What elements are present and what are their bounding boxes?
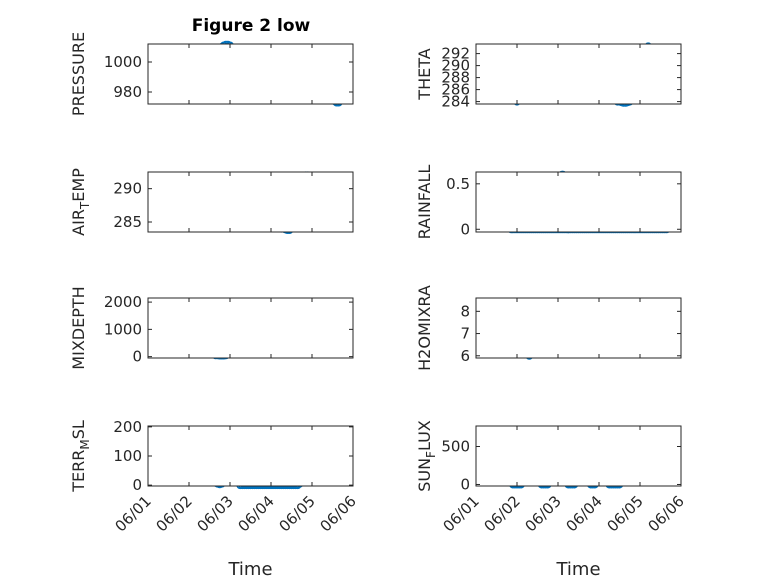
y-tick-label: 0.5 [446,175,470,193]
y-axis-label: SUNFLUX [415,420,438,492]
y-tick-label: 500 [441,438,470,456]
y-tick-label: 6 [460,347,470,365]
y-tick-label: 980 [113,83,142,101]
x-tick-label: 06/01 [112,492,155,535]
subplot-rainfall: 0 0.5 RAINFALL [415,165,682,240]
subplot-air_temp: 285 290 AIRTEMP [69,168,354,236]
y-tick-label: 7 [460,325,470,343]
x-tick-label: 06/02 [153,492,196,535]
x-tick-label: 06/04 [563,492,606,535]
axes-box [475,171,682,233]
y-tick-label: 100 [113,447,142,465]
axes-box [147,297,354,359]
x-tick-label: 06/04 [235,492,278,535]
y-tick-label: 0 [460,475,470,493]
subplot-h2omixra: 6 7 8 H2OMIXRA [415,285,682,371]
axes-box [475,297,682,359]
axes-box [475,425,682,487]
y-tick-label: 285 [113,213,142,231]
subplot-sun_flux: 0 500SUNFLUX06/0106/0206/0306/0406/0506/0… [415,420,688,580]
y-tick-label: 2000 [104,293,142,311]
y-axis-label: THETA [415,48,434,100]
figure-title: Figure 2 low [192,16,311,36]
subplot-terr_msl: 0 100 200 TERRMSL 06/0106/0206/0306/0406/050… [69,418,360,580]
y-tick-label: 292 [441,45,470,63]
y-tick-label: 290 [113,180,142,198]
x-tick-label: 06/03 [522,492,565,535]
y-axis-label: TERRMSL [69,420,92,493]
axes-box [147,43,354,105]
y-tick-label: 286 [441,81,470,99]
x-tick-label: 06/02 [481,492,524,535]
y-axis-label: H2OMIXRA [415,285,434,371]
x-axis-label: Time [555,559,600,580]
x-tick-label: 06/05 [604,492,647,535]
y-tick-label: 8 [460,302,470,320]
x-tick-label: 06/06 [645,492,688,535]
y-axis-label: MIXDEPTH [69,286,88,369]
y-tick-label: 1000 [104,320,142,338]
y-tick-label: 1000 [104,53,142,71]
axes-box [147,425,354,487]
x-tick-label: 06/03 [194,492,237,535]
x-tick-label: 06/01 [440,492,483,535]
y-tick-label: 290 [441,57,470,75]
y-axis-label: AIRTEMP [69,168,92,236]
x-tick-label: 06/05 [276,492,319,535]
y-tick-label: 0 [132,348,142,366]
y-tick-label: 284 [441,93,470,111]
y-tick-label: 200 [113,418,142,436]
y-tick-label: 288 [441,69,470,87]
axes-box [147,171,354,233]
y-axis-label: PRESSURE [69,32,88,116]
x-axis-label: Time [227,559,272,580]
y-axis-label: RAINFALL [415,165,434,240]
axes-box [475,43,682,105]
subplot-mixdepth: 0 1000 2000 MIXDEPTH [69,286,354,370]
y-tick-label: 0 [132,476,142,494]
y-tick-label: 0 [460,220,470,238]
x-tick-label: 06/06 [317,492,360,535]
subplot-pressure: 980 1000 PRESSURE [69,32,354,116]
